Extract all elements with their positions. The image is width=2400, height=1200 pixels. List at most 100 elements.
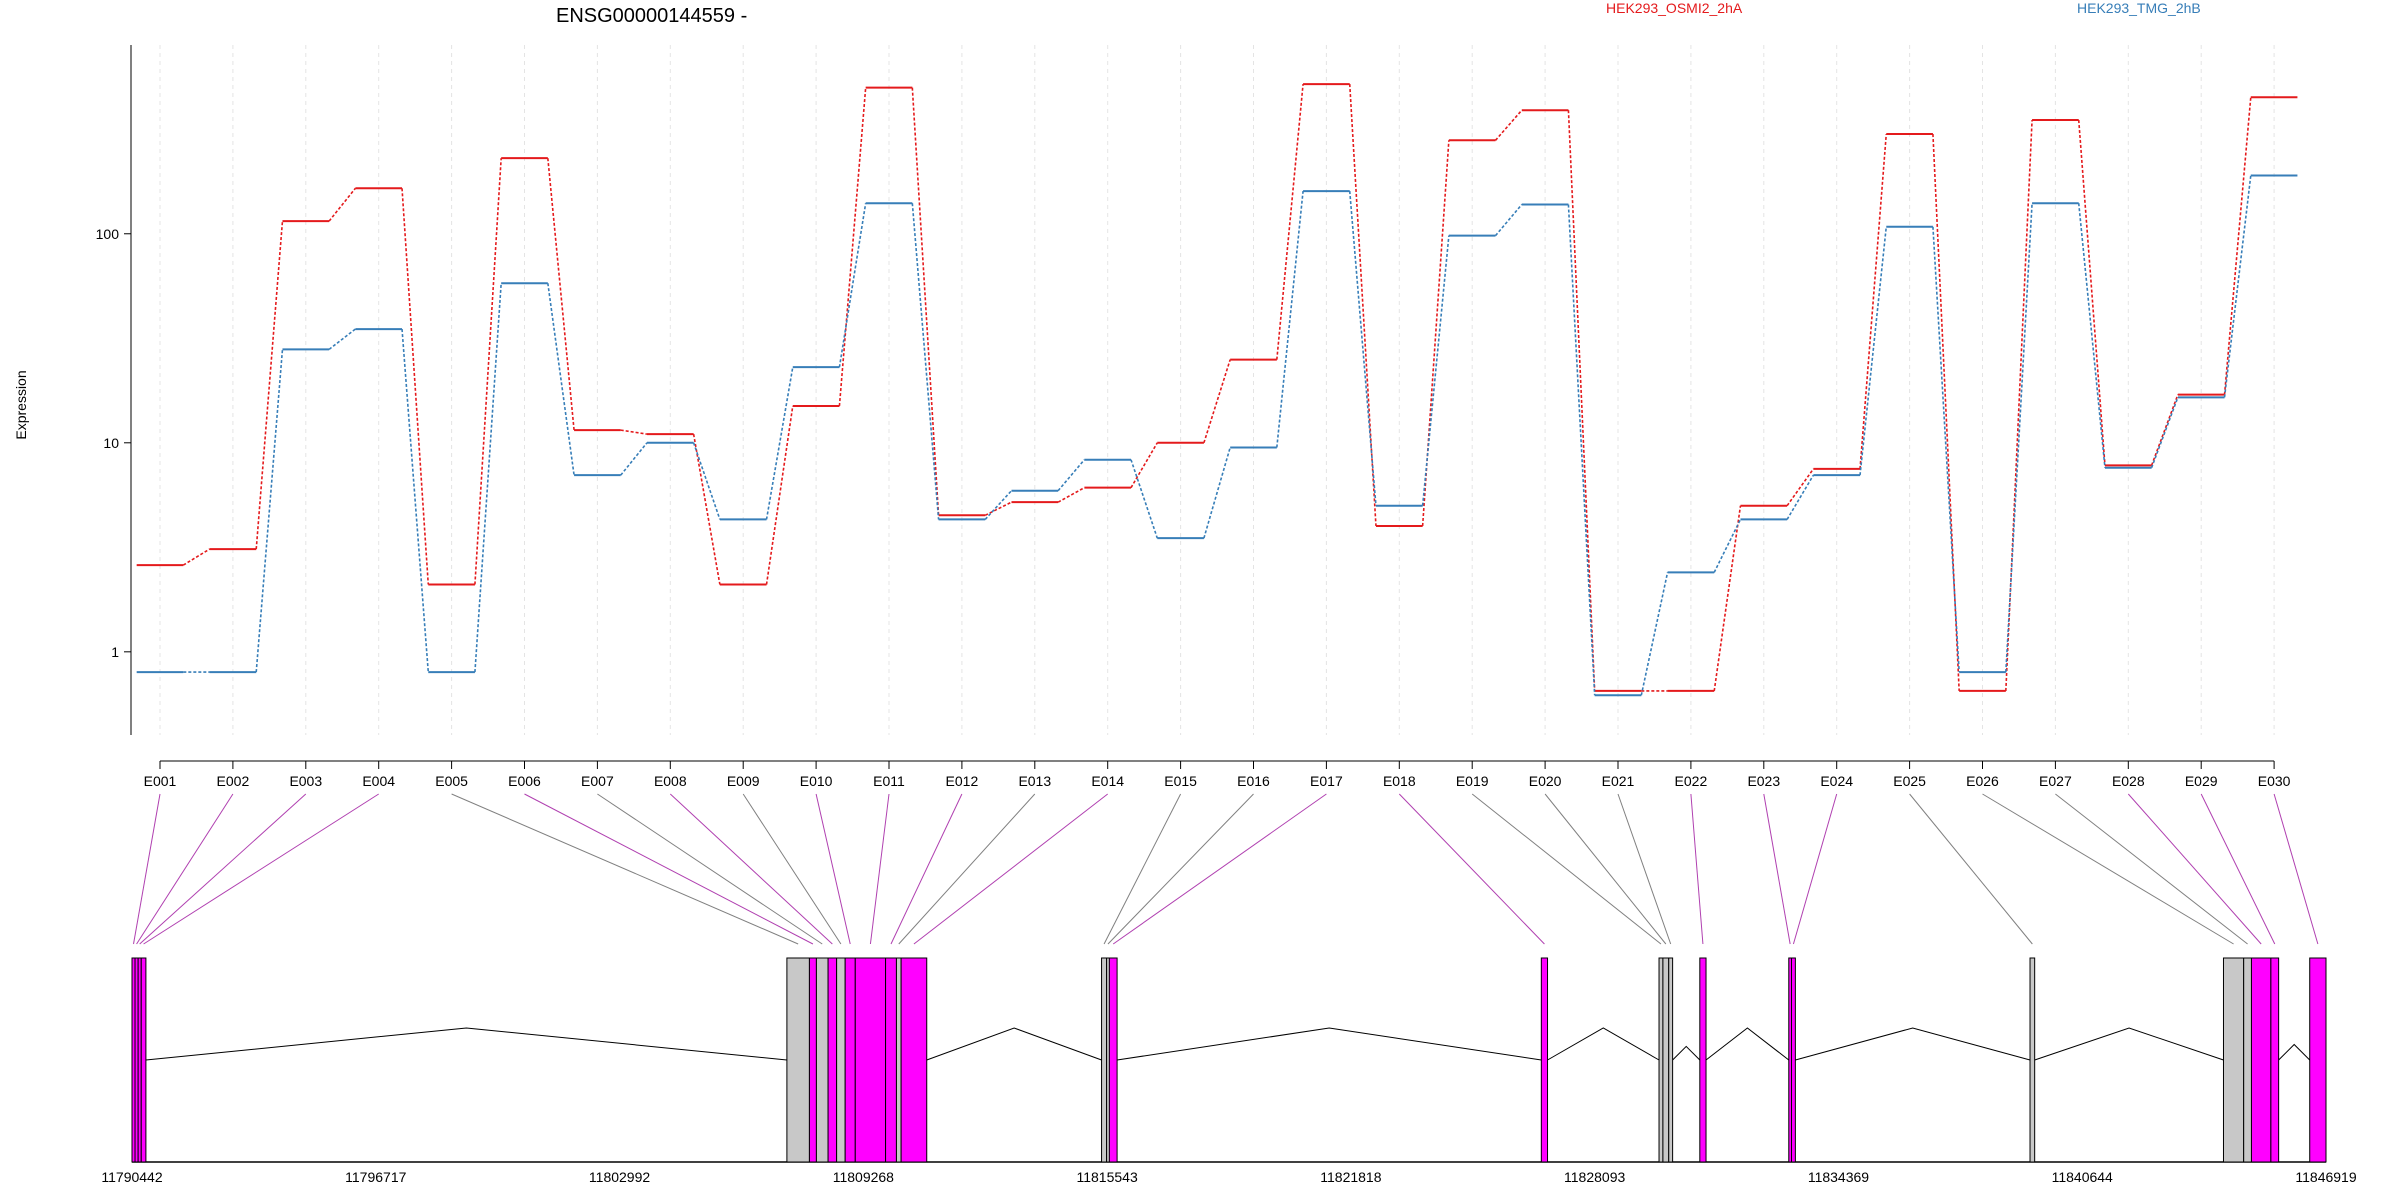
series-1-connector xyxy=(2150,394,2179,466)
exon-connector xyxy=(1763,793,1791,945)
exon-connector xyxy=(2273,793,2319,945)
exon-connector xyxy=(890,793,963,945)
y-tick-label: 10 xyxy=(103,435,119,451)
series-1-connector xyxy=(1057,486,1085,503)
exon-connector xyxy=(1617,793,1672,945)
series-2-connector xyxy=(1932,226,1960,673)
series-2-connector xyxy=(1713,519,1742,573)
exon-box-e012 xyxy=(885,957,897,1163)
intron-line xyxy=(1705,1027,1790,1061)
y-tick-label: 1 xyxy=(111,644,119,660)
x-tick-label-e001: E001 xyxy=(144,773,177,789)
intron-line xyxy=(926,1027,1102,1061)
exon-box-e022 xyxy=(1699,957,1707,1163)
exon-box-e013 xyxy=(895,957,902,1163)
exon-box-e025 xyxy=(2029,957,2036,1163)
exon-box-e024 xyxy=(1790,957,1796,1163)
x-tick-label-e005: E005 xyxy=(435,773,468,789)
exon-box-e019 xyxy=(1658,957,1664,1163)
series-2-connector xyxy=(1421,235,1450,506)
series-1-connector xyxy=(547,158,575,431)
series-2-connector xyxy=(1276,191,1304,448)
series-1-connector xyxy=(2223,97,2252,395)
series-1-connector xyxy=(255,221,284,550)
series-2-connector xyxy=(911,203,940,520)
vertical-gridlines xyxy=(159,45,2275,735)
x-tick-label-e026: E026 xyxy=(1966,773,1999,789)
series-1-connector xyxy=(911,87,940,516)
exon-box-e029 xyxy=(2270,957,2280,1163)
series-1-connector xyxy=(1786,468,1815,507)
series-2-connector xyxy=(765,367,794,520)
legend-entry-series-2: HEK293_TMG_2hB xyxy=(2077,0,2201,16)
series-2-connector xyxy=(2150,397,2179,468)
x-tick-label-e016: E016 xyxy=(1237,773,1270,789)
x-tick-label-e021: E021 xyxy=(1602,773,1635,789)
x-tick-label-e017: E017 xyxy=(1310,773,1343,789)
intron-line xyxy=(145,1027,787,1061)
x-tick-label-e014: E014 xyxy=(1091,773,1124,789)
exon-box-e030 xyxy=(2309,957,2327,1163)
series-2-connector xyxy=(2005,203,2033,673)
exon-connector xyxy=(2127,793,2262,945)
intron-line xyxy=(2034,1027,2224,1061)
exon-box-e017 xyxy=(1108,957,1118,1163)
coordinate-label: 11828093 xyxy=(1564,1169,1625,1185)
x-tick-label-e027: E027 xyxy=(2039,773,2072,789)
series-1-connector xyxy=(474,158,502,585)
x-tick-label-e011: E011 xyxy=(873,773,905,789)
gene-model xyxy=(131,957,2327,1163)
series-2-connector xyxy=(1057,459,1085,492)
exon-connector xyxy=(451,793,799,945)
series-2-connector xyxy=(1203,447,1231,539)
exon-connector xyxy=(143,793,379,945)
x-tick-label-e004: E004 xyxy=(362,773,395,789)
x-axis: E001 E002 E003 E004 E005 E006 E007 E008 E009 E010… xyxy=(144,760,2291,789)
exon-connector xyxy=(742,793,842,945)
exon-connector xyxy=(1112,793,1327,945)
exon-connector xyxy=(1690,793,1704,945)
exon-box-e011 xyxy=(854,957,887,1163)
series-2-connector xyxy=(1786,474,1815,520)
exon-box-e006 xyxy=(808,957,817,1163)
series-1-connector xyxy=(2077,119,2106,466)
series-1-connector xyxy=(1130,442,1158,489)
series-1-connector xyxy=(1203,359,1231,444)
exon-connector xyxy=(2055,793,2248,945)
exon-box-e027 xyxy=(2243,957,2252,1163)
exon-connector xyxy=(869,793,890,945)
y-axis: 1 10 100 xyxy=(96,45,132,735)
x-tick-label-e012: E012 xyxy=(946,773,979,789)
x-tick-label-e010: E010 xyxy=(800,773,833,789)
series-2-connector xyxy=(620,442,648,476)
series-1-connector xyxy=(1567,110,1596,691)
series-1-connector xyxy=(1494,109,1523,141)
y-tick-label: 100 xyxy=(96,226,120,242)
exon-connector xyxy=(2200,793,2276,945)
exon-connector xyxy=(133,793,161,945)
exon-connector xyxy=(1982,793,2234,945)
exon-connector xyxy=(1103,793,1182,945)
x-tick-label-e015: E015 xyxy=(1164,773,1197,789)
exon-box-e018 xyxy=(1540,957,1549,1163)
x-tick-label-e009: E009 xyxy=(727,773,760,789)
exon-connector xyxy=(1909,793,2033,945)
exon-connector xyxy=(136,793,234,945)
x-tick-label-e013: E013 xyxy=(1018,773,1051,789)
series-2-connector xyxy=(692,442,721,520)
series-1-connector xyxy=(182,548,210,566)
exon-connector xyxy=(669,793,833,945)
exon-box-e028 xyxy=(2250,957,2272,1163)
intron-line xyxy=(1672,1045,1701,1061)
legend-entry-series-1: HEK293_OSMI2_2hA xyxy=(1606,0,1743,16)
coordinate-label: 11802992 xyxy=(589,1169,650,1185)
series-2-connector xyxy=(401,329,430,673)
exon-box-e010 xyxy=(844,957,856,1163)
exon-box-e020 xyxy=(1662,957,1670,1163)
series-1-connector xyxy=(1859,133,1888,469)
exon-box-e021 xyxy=(1668,957,1674,1163)
y-axis-label: Expression xyxy=(13,370,29,439)
series-1-connector xyxy=(401,188,430,585)
coordinate-label: 11809268 xyxy=(833,1169,894,1185)
